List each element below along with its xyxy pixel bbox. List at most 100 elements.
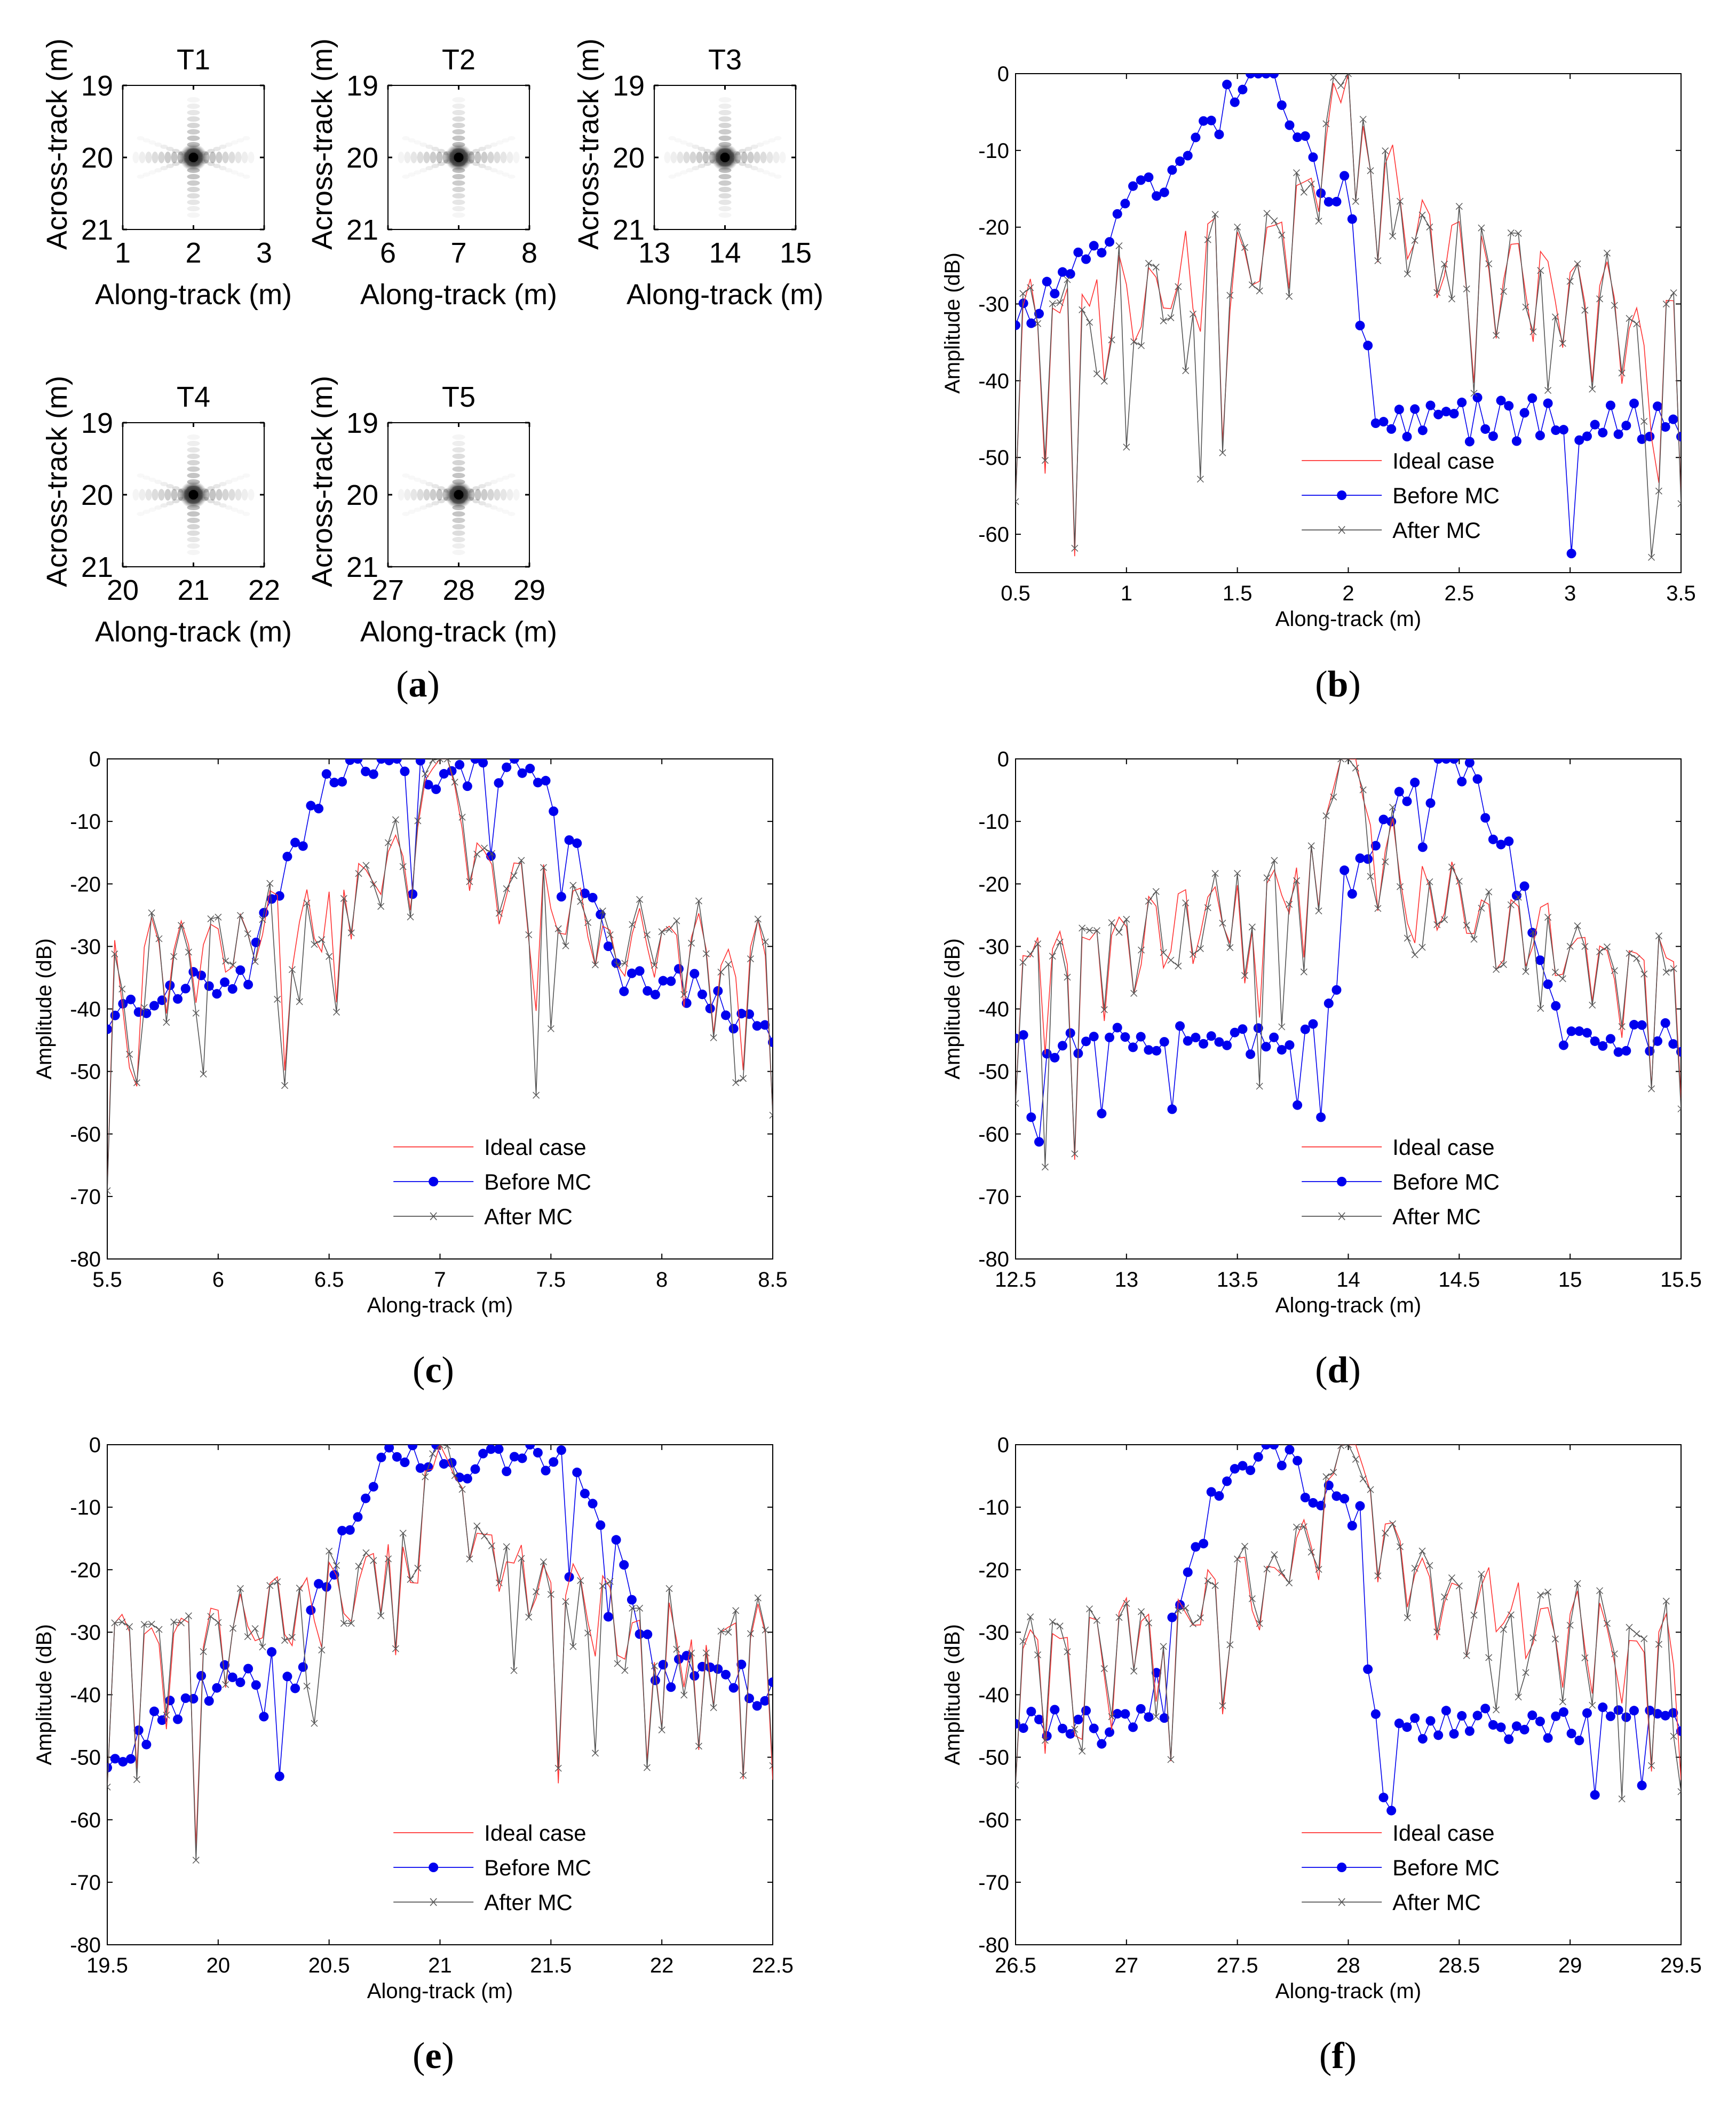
before-mc-point xyxy=(282,1672,292,1682)
sidelobe-d xyxy=(472,499,480,503)
after-mc-point xyxy=(1633,320,1640,328)
before-mc-point xyxy=(314,1579,324,1589)
before-mc-point xyxy=(728,1683,739,1693)
legend-marker-before xyxy=(429,1863,439,1872)
sidelobe-v xyxy=(187,454,200,459)
before-mc-point xyxy=(1355,853,1365,864)
before-mc-point xyxy=(1582,1028,1592,1038)
sidelobe-d xyxy=(242,512,250,516)
y-tick-label: -10 xyxy=(978,139,1009,163)
sidelobe-d xyxy=(431,147,439,151)
before-mc-point xyxy=(1378,1793,1389,1803)
before-mc-point xyxy=(478,759,488,768)
sidelobe-d xyxy=(502,510,510,514)
before-mc-point xyxy=(1199,1539,1209,1549)
sidelobe-v xyxy=(452,104,465,109)
after-mc-point xyxy=(140,1004,148,1011)
after-mc-point xyxy=(1441,916,1448,923)
legend-marker-before xyxy=(1337,1863,1347,1872)
sidelobe-d xyxy=(231,508,239,512)
before-mc-point xyxy=(227,1672,237,1682)
after-mc-point xyxy=(1433,1628,1441,1636)
after-mc-point xyxy=(1589,385,1596,393)
after-mc-point xyxy=(1211,870,1219,877)
after-mc-point xyxy=(725,1628,732,1636)
sidelobe-d xyxy=(750,166,758,170)
y-tick-label: 0 xyxy=(997,1433,1009,1457)
after-mc-point xyxy=(1027,284,1034,291)
before-mc-point xyxy=(1331,985,1342,995)
y-tick-label: 21 xyxy=(81,214,113,246)
before-mc-point xyxy=(760,1020,770,1030)
x-tick-label: 28.5 xyxy=(1438,1954,1480,1977)
legend-label-after: After MC xyxy=(484,1204,573,1229)
sidelobe-d xyxy=(154,142,162,147)
after-mc-point xyxy=(614,961,621,969)
sidelobe-d xyxy=(496,478,504,482)
before-mc-point xyxy=(107,1763,112,1773)
after-mc-point xyxy=(1478,224,1485,232)
sidelobe-v xyxy=(187,174,200,179)
before-mc-point xyxy=(1246,1049,1256,1059)
before-mc-point xyxy=(666,1682,676,1692)
sidelobe-h xyxy=(696,152,703,163)
y-tick-label: -20 xyxy=(978,873,1009,896)
legend-marker-before xyxy=(1337,1177,1347,1186)
after-mc-point xyxy=(636,896,644,903)
after-mc-point xyxy=(1574,1580,1581,1587)
after-mc-point xyxy=(148,909,155,917)
x-axis-label: Along-track (m) xyxy=(360,279,557,311)
sidelobe-h xyxy=(760,152,767,163)
after-mc-point xyxy=(1330,793,1337,801)
before-mc-point xyxy=(635,1629,645,1639)
before-mc-point xyxy=(126,1754,136,1764)
after-mc-point xyxy=(399,863,407,870)
sidelobe-h xyxy=(487,152,494,163)
sidelobe-v xyxy=(452,454,465,459)
after-mc-point xyxy=(1374,257,1382,265)
after-mc-point xyxy=(215,914,222,921)
before-mc-point xyxy=(1136,175,1146,185)
before-mc-point xyxy=(1293,1455,1303,1466)
after-mc-point xyxy=(1537,1005,1544,1012)
before-mc-point xyxy=(1112,1023,1122,1033)
y-axis-label: Across-track (m) xyxy=(306,376,338,587)
y-axis-label: Amplitude (dB) xyxy=(941,252,964,394)
before-mc-point xyxy=(1339,1494,1350,1504)
y-tick-label: 21 xyxy=(346,551,378,583)
y-tick-label: -50 xyxy=(70,1060,101,1084)
sidelobe-d xyxy=(502,172,510,177)
after-mc-point xyxy=(518,857,525,864)
sidelobe-d xyxy=(219,482,227,486)
before-mc-point xyxy=(368,1482,378,1492)
y-tick-label: 20 xyxy=(346,479,378,511)
after-mc-point xyxy=(429,759,437,764)
x-tick-label: 8 xyxy=(521,237,537,269)
sidelobe-v xyxy=(187,543,200,549)
y-tick-label: -20 xyxy=(70,873,101,896)
sidelobe-d xyxy=(160,482,168,486)
after-mc-point xyxy=(577,898,584,905)
after-mc-point xyxy=(1293,169,1301,177)
after-mc-point xyxy=(251,1625,259,1633)
after-mc-point xyxy=(1027,950,1034,958)
after-mc-point xyxy=(288,966,296,973)
before-mc-point xyxy=(533,778,543,788)
before-mc-point xyxy=(1402,432,1412,442)
before-mc-point xyxy=(180,1693,191,1703)
before-mc-point xyxy=(1050,1052,1060,1063)
before-mc-point xyxy=(728,1024,739,1034)
after-mc-point xyxy=(1019,1637,1027,1645)
after-mc-point xyxy=(621,1667,629,1674)
after-mc-point xyxy=(569,1643,577,1650)
after-mc-point xyxy=(1485,260,1493,267)
after-mc-point xyxy=(754,1594,762,1602)
sidelobe-d xyxy=(231,170,239,175)
after-mc-point xyxy=(370,881,377,888)
after-mc-point xyxy=(1256,1620,1263,1627)
after-mc-point xyxy=(192,1857,200,1864)
legend-label-after: After MC xyxy=(1392,1204,1481,1229)
after-mc-point xyxy=(370,1557,377,1564)
sidelobe-d xyxy=(154,505,162,510)
after-mc-point xyxy=(665,1585,673,1593)
